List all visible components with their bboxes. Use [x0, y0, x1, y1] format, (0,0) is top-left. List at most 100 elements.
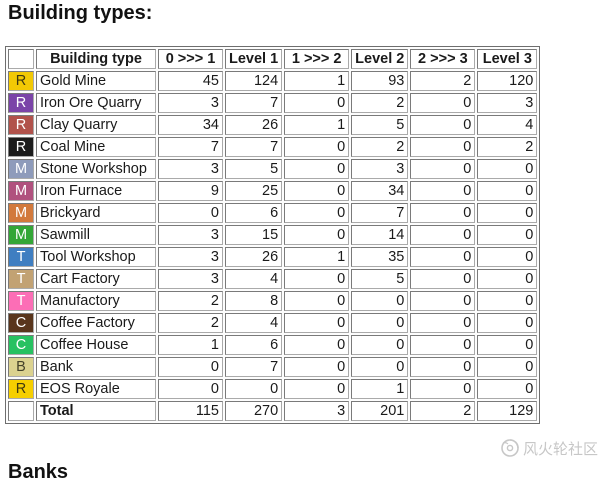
count-value: 0 [410, 379, 476, 399]
count-value: 34 [158, 115, 223, 135]
building-badge: R [8, 93, 34, 113]
column-header: Building type [36, 49, 156, 69]
count-value: 5 [351, 269, 409, 289]
count-value: 124 [225, 71, 283, 91]
table-row: C Coffee Factory 2 4 0 0 0 0 [8, 313, 538, 333]
table-row: T Manufactory 2 8 0 0 0 0 [8, 291, 538, 311]
table-row: R Gold Mine 45 124 1 93 2 120 [8, 71, 538, 91]
count-value: 35 [351, 247, 409, 267]
count-value: 0 [477, 313, 538, 333]
column-header: 2 >>> 3 [410, 49, 476, 69]
count-value: 0 [477, 159, 538, 179]
table-row: R Iron Ore Quarry 3 7 0 2 0 3 [8, 93, 538, 113]
total-value: 201 [351, 401, 409, 421]
building-name: Stone Workshop [36, 159, 156, 179]
count-value: 0 [284, 335, 350, 355]
table-row: R Clay Quarry 34 26 1 5 0 4 [8, 115, 538, 135]
count-value: 2 [351, 93, 409, 113]
count-value: 0 [284, 93, 350, 113]
count-value: 0 [410, 335, 476, 355]
count-value: 1 [284, 115, 350, 135]
building-badge: M [8, 181, 34, 201]
table-row: T Tool Workshop 3 26 1 35 0 0 [8, 247, 538, 267]
count-value: 3 [158, 269, 223, 289]
count-value: 15 [225, 225, 283, 245]
building-badge: R [8, 137, 34, 157]
count-value: 9 [158, 181, 223, 201]
table-row: M Iron Furnace 9 25 0 34 0 0 [8, 181, 538, 201]
count-value: 0 [410, 115, 476, 135]
building-badge: T [8, 291, 34, 311]
count-value: 7 [351, 203, 409, 223]
building-badge: T [8, 269, 34, 289]
count-value: 0 [410, 247, 476, 267]
table-row: B Bank 0 7 0 0 0 0 [8, 357, 538, 377]
table-row: C Coffee House 1 6 0 0 0 0 [8, 335, 538, 355]
building-badge: R [8, 115, 34, 135]
count-value: 0 [410, 225, 476, 245]
count-value: 6 [225, 335, 283, 355]
total-value: 129 [477, 401, 538, 421]
count-value: 0 [351, 313, 409, 333]
table-row: M Sawmill 3 15 0 14 0 0 [8, 225, 538, 245]
building-name: Sawmill [36, 225, 156, 245]
count-value: 26 [225, 247, 283, 267]
count-value: 0 [158, 357, 223, 377]
building-name: EOS Royale [36, 379, 156, 399]
count-value: 14 [351, 225, 409, 245]
column-header: 1 >>> 2 [284, 49, 350, 69]
count-value: 0 [284, 137, 350, 157]
count-value: 1 [284, 71, 350, 91]
building-name: Tool Workshop [36, 247, 156, 267]
count-value: 1 [284, 247, 350, 267]
column-header: Level 3 [477, 49, 538, 69]
table-row: R EOS Royale 0 0 0 1 0 0 [8, 379, 538, 399]
count-value: 0 [477, 291, 538, 311]
count-value: 0 [477, 269, 538, 289]
count-value: 0 [284, 159, 350, 179]
count-value: 1 [351, 379, 409, 399]
count-value: 5 [225, 159, 283, 179]
count-value: 25 [225, 181, 283, 201]
watermark-text: 风火轮社区 [522, 440, 598, 458]
building-name: Brickyard [36, 203, 156, 223]
page-title: Building types: [8, 2, 153, 24]
column-header: 0 >>> 1 [158, 49, 223, 69]
total-value: 2 [410, 401, 476, 421]
building-name: Cart Factory [36, 269, 156, 289]
count-value: 0 [410, 313, 476, 333]
count-value: 8 [225, 291, 283, 311]
building-badge: M [8, 225, 34, 245]
count-value: 0 [410, 137, 476, 157]
building-badge: R [8, 379, 34, 399]
building-name: Iron Furnace [36, 181, 156, 201]
count-value: 2 [351, 137, 409, 157]
count-value: 0 [410, 291, 476, 311]
count-value: 0 [284, 379, 350, 399]
total-label: Total [36, 401, 156, 421]
count-value: 0 [410, 93, 476, 113]
count-value: 120 [477, 71, 538, 91]
building-name: Gold Mine [36, 71, 156, 91]
building-badge: B [8, 357, 34, 377]
count-value: 2 [158, 313, 223, 333]
count-value: 3 [158, 247, 223, 267]
building-badge: M [8, 159, 34, 179]
count-value: 0 [410, 269, 476, 289]
count-value: 0 [284, 313, 350, 333]
building-badge: R [8, 71, 34, 91]
count-value: 0 [477, 357, 538, 377]
count-value: 26 [225, 115, 283, 135]
building-name: Manufactory [36, 291, 156, 311]
building-name: Coal Mine [36, 137, 156, 157]
count-value: 0 [284, 269, 350, 289]
count-value: 0 [225, 379, 283, 399]
count-value: 3 [477, 93, 538, 113]
count-value: 5 [351, 115, 409, 135]
count-value: 45 [158, 71, 223, 91]
total-row: Total 115 270 3 201 2 129 [8, 401, 538, 421]
count-value: 0 [477, 181, 538, 201]
count-value: 0 [477, 225, 538, 245]
